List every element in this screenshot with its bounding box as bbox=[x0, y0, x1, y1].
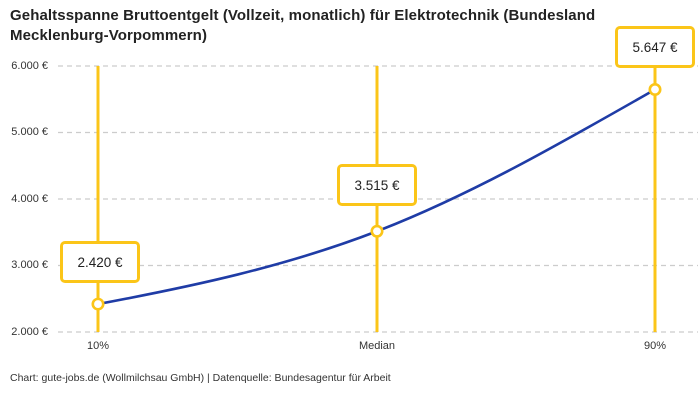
value-label-median: 3.515 € bbox=[337, 164, 417, 206]
value-label-90pct: 5.647 € bbox=[615, 26, 695, 68]
data-point-marker bbox=[91, 297, 105, 311]
chart-footer: Chart: gute-jobs.de (Wollmilchsau GmbH) … bbox=[10, 372, 391, 384]
y-axis-tick-label: 3.000 € bbox=[11, 259, 48, 271]
x-axis-label-90pct: 90% bbox=[643, 340, 667, 352]
y-axis-tick-label: 2.000 € bbox=[11, 326, 48, 338]
value-label-text: 3.515 € bbox=[354, 177, 400, 193]
value-label-10pct: 2.420 € bbox=[60, 241, 140, 283]
x-axis-label-10pct: 10% bbox=[86, 340, 110, 352]
value-label-text: 5.647 € bbox=[632, 39, 678, 55]
value-label-text: 2.420 € bbox=[77, 254, 123, 270]
y-axis-tick-label: 6.000 € bbox=[11, 60, 48, 72]
data-point-marker bbox=[370, 224, 384, 238]
x-axis-label-median: Median bbox=[358, 340, 396, 352]
data-point-marker bbox=[648, 82, 662, 96]
y-axis-tick-label: 4.000 € bbox=[11, 193, 48, 205]
chart-title: Gehaltsspanne Bruttoentgelt (Vollzeit, m… bbox=[10, 7, 596, 44]
y-axis-tick-label: 5.000 € bbox=[11, 126, 48, 138]
